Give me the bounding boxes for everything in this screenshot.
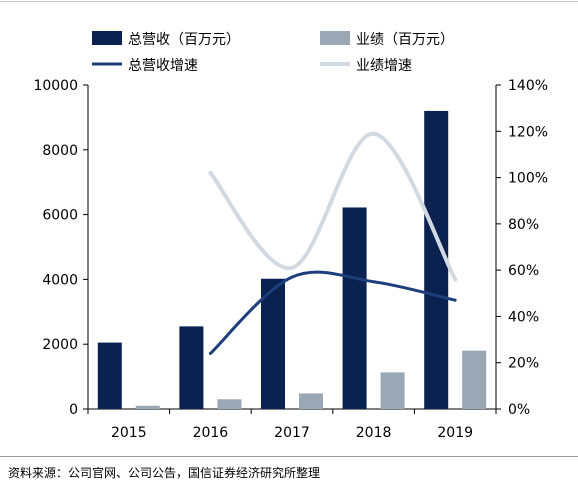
right-tick-label: 60% (508, 263, 539, 279)
right-tick-label: 100% (508, 171, 548, 187)
right-tick-label: 80% (508, 217, 539, 233)
top-rule (0, 1, 578, 2)
bar-line-chart: 总营收（百万元） 业绩（百万元） 总营收增速 业绩增速 0 2000 4000 6000 80… (33, 31, 548, 441)
left-y-axis: 0 2000 4000 6000 8000 10000 (33, 78, 89, 418)
profit-bar (217, 399, 242, 409)
left-tick-label: 6000 (42, 208, 78, 224)
revenue-bar (179, 326, 204, 409)
revenue-bar (97, 342, 122, 409)
revenue-growth-line (208, 270, 457, 355)
bars (97, 110, 487, 410)
x-tick-label: 2019 (437, 425, 473, 441)
left-tick-label: 0 (69, 402, 78, 418)
legend-profit-swatch (320, 31, 350, 45)
x-tick-label: 2018 (356, 425, 392, 441)
profit-bar (135, 405, 160, 409)
legend-label: 总营收（百万元） (128, 32, 240, 48)
x-tick-label: 2017 (274, 425, 310, 441)
legend-label: 业绩增速 (356, 58, 412, 74)
profit-bar (462, 350, 487, 409)
x-tick-label: 2016 (193, 425, 229, 441)
right-tick-label: 120% (508, 124, 548, 140)
right-tick-label: 140% (508, 78, 548, 94)
revenue-bar (342, 207, 367, 409)
profit-bar (299, 393, 323, 409)
profit-bar (380, 372, 405, 409)
source-note: 资料来源：公司官网、公司公告，国信证券经济研究所整理 (8, 466, 321, 480)
left-tick-label: 4000 (42, 272, 78, 288)
legend-revenue-swatch (92, 31, 122, 45)
x-axis: 2015 2016 2017 2018 2019 (87, 408, 497, 441)
bottom-rule (0, 456, 578, 457)
left-tick-label: 2000 (42, 337, 78, 353)
right-tick-label: 40% (508, 309, 539, 325)
x-tick-label: 2015 (111, 425, 147, 441)
right-y-axis: 0% 20% 40% 60% 80% 100% 120% 140% (495, 78, 548, 418)
left-tick-label: 8000 (42, 143, 78, 159)
legend-label: 总营收增速 (128, 58, 198, 74)
right-tick-label: 20% (508, 356, 539, 372)
left-tick-label: 10000 (33, 78, 78, 94)
legend: 总营收（百万元） 业绩（百万元） 总营收增速 业绩增速 (92, 31, 454, 74)
revenue-bar (261, 278, 285, 409)
profit-growth-line (208, 131, 458, 282)
legend-label: 业绩（百万元） (356, 32, 454, 48)
right-tick-label: 0% (508, 402, 530, 418)
growth-lines (208, 131, 458, 355)
